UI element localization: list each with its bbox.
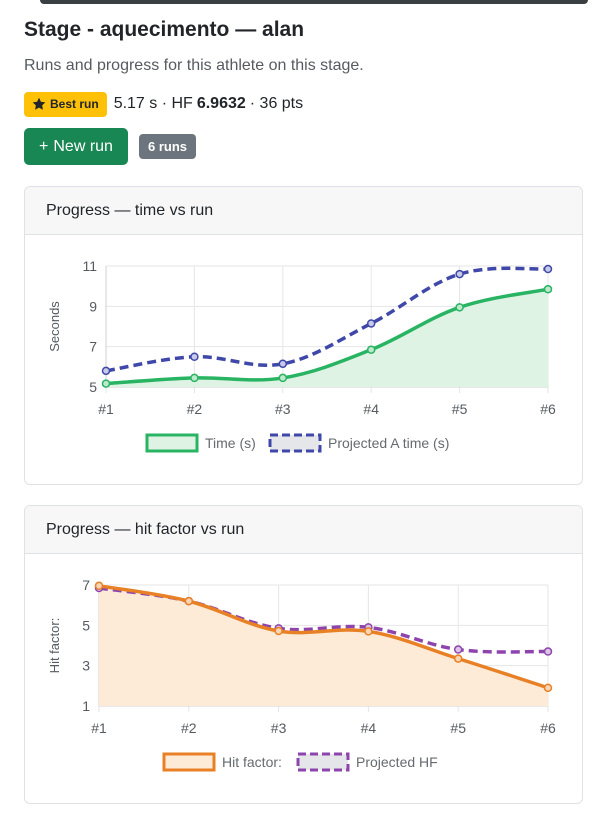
best-run-badge-label: Best run [50,97,99,111]
series-2-point [278,359,288,369]
series-2-point [455,269,464,279]
y-tick-label: 9 [89,298,97,314]
series-2-point [453,645,463,654]
y-tick-label: 3 [82,658,90,674]
runs-count-badge: 6 runs [139,134,197,159]
series-1-point [364,627,373,636]
x-tick-label: #3 [271,720,287,736]
window-top-edge [40,0,588,4]
time-chart-card: Progress — time vs run 5 7 9 11 #1 #2 #3 #4 #5 #6… [24,186,583,485]
best-run-time: 5.17 s · HF [113,95,193,112]
series-line-2 [98,586,549,654]
x-tick-label: #3 [275,401,291,417]
series-1-point [94,581,104,591]
plus-icon: + [39,137,49,155]
series-1-point [453,654,463,663]
x-tick-label: #4 [363,401,379,417]
best-run-summary: Best run 5.17 s · HF 6.9632 · 36 pts [24,91,303,117]
y-tick-label: 5 [82,617,90,633]
star-icon [32,97,46,110]
x-tick-label: #6 [540,720,556,736]
best-run-points: · 36 pts [249,95,304,112]
y-axis-title: Seconds [47,301,62,352]
series-area-1 [99,585,548,706]
series-2-point [543,264,553,274]
hit-factor-chart-card: Progress — hit factor vs run 1 3 5 7 #1 #2 #3 #… [24,505,583,804]
series-1-point [543,683,553,693]
x-tick-label: #2 [181,720,197,736]
time-chart: 5 7 9 11 #1 #2 #3 #4 #5 #6 Seconds Time (s) Projecte… [47,258,556,453]
series-1-point [101,379,111,388]
series-line-2 [105,266,549,373]
series-1-point [543,284,553,294]
y-tick-label: 7 [89,339,97,355]
series-1-point [274,626,283,636]
time-chart-card-header: Progress — time vs run [25,187,582,235]
legend-label-1: Hit factor: [222,754,282,770]
series-1-point [455,303,464,312]
legend-swatch-2 [268,433,322,453]
series-1-point [366,345,376,354]
legend-swatch-2 [296,752,350,772]
series-line-1 [98,584,549,690]
best-run-hit-factor: 6.9632 [196,95,246,112]
legend-label-2: Projected A time (s) [328,435,449,451]
page-title: Stage - aquecimento — alan [24,18,305,41]
series-line-1 [105,287,549,386]
best-run-badge: Best run [24,91,107,117]
hit-factor-chart-card-header: Progress — hit factor vs run [25,506,582,554]
x-tick-label: #5 [452,401,468,417]
page-subtitle: Runs and progress for this athlete on th… [24,57,364,74]
x-tick-label: #4 [361,720,377,736]
y-tick-label: 11 [82,258,97,274]
series-2-point [543,647,553,656]
series-1-point [278,373,288,383]
x-tick-label: #2 [187,401,203,417]
y-tick-label: 5 [89,379,97,395]
legend-label-2: Projected HF [356,754,438,770]
hit-factor-chart: 1 3 5 7 #1 #2 #3 #4 #5 #6 Hit factor: Hit factor: Pr… [47,577,556,772]
series-2-point [101,366,111,376]
legend-swatch-1 [162,752,216,772]
x-tick-label: #1 [98,401,114,417]
x-tick-label: #5 [450,720,466,736]
series-2-point [190,352,199,361]
x-tick-label: #1 [91,720,107,736]
hit-factor-chart-title: Progress — hit factor vs run [46,520,245,538]
y-axis-title: Hit factor: [47,618,62,674]
series-1-point [184,596,194,606]
series-1-point [190,373,199,383]
x-tick-label: #6 [540,401,556,417]
legend-label-1: Time (s) [205,435,256,451]
legend-swatch-1 [145,433,199,453]
series-area-1 [106,289,548,387]
time-chart-title: Progress — time vs run [46,201,214,219]
series-2-point [366,319,376,328]
y-tick-label: 7 [82,577,90,593]
new-run-label: New run [53,137,113,155]
y-tick-label: 1 [82,698,90,714]
new-run-button[interactable]: + New run [24,128,128,165]
